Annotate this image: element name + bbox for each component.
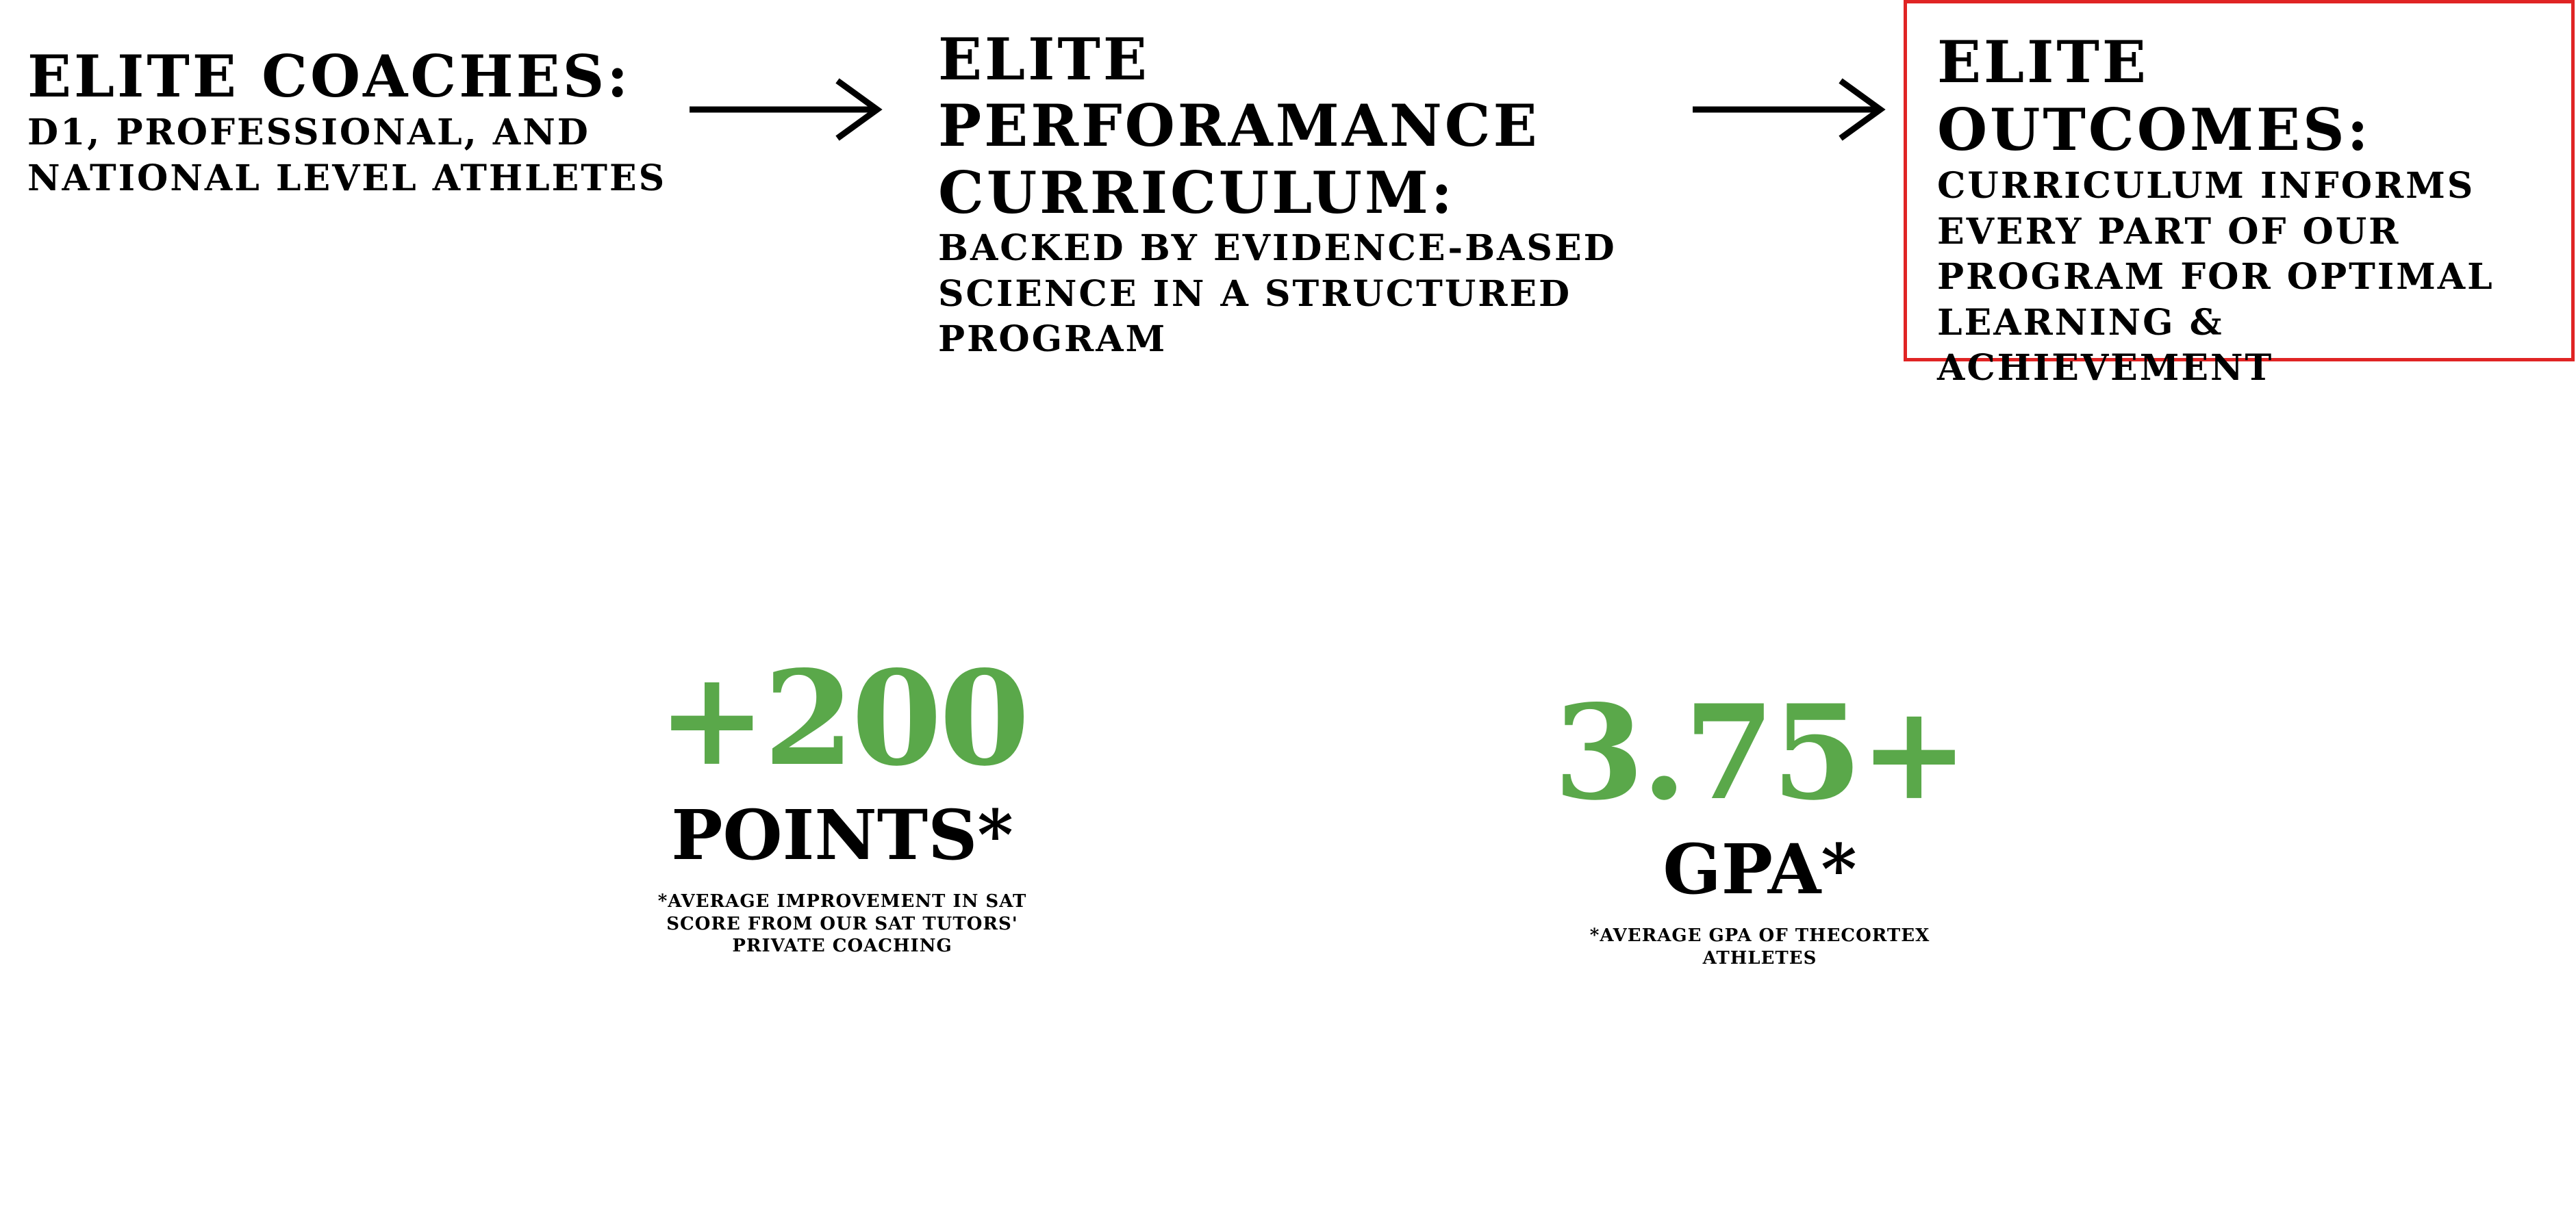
elite-outcomes-section: ELITE OUTCOMES: CURRICULUM INFORMS EVERY… [1904,0,2575,389]
sat-points-value: +200 [657,642,1030,795]
elite-coaches-section: ELITE COACHES: D1, PROFESSIONAL, AND NAT… [27,42,685,201]
arrow-right-icon [1693,78,1886,141]
elite-outcomes-heading: ELITE OUTCOMES: [1937,28,2371,164]
gpa-footnote: *AVERAGE GPA OF THECORTEX ATHLETES [1589,925,1930,969]
elite-curriculum-description: BACKED BY EVIDENCE-BASED SCIENCE IN A ST… [938,227,1617,361]
elite-coaches-description: D1, PROFESSIONAL, AND NATIONAL LEVEL ATH… [27,112,667,199]
sat-points-stat: +200 POINTS* *AVERAGE IMPROVEMENT IN SAT… [603,654,1082,958]
sat-points-footnote: *AVERAGE IMPROVEMENT IN SAT SCORE FROM O… [657,891,1027,956]
gpa-stat: 3.75+ GPA* *AVERAGE GPA OF THECORTEX ATH… [1520,688,1999,969]
elite-coaches-heading: ELITE COACHES: [27,42,631,110]
arrow-right-icon [690,78,883,141]
elite-curriculum-heading: ELITE PERFORAMANCE CURRICULUM: [938,25,1540,227]
elite-curriculum-section: ELITE PERFORAMANCE CURRICULUM: BACKED BY… [938,26,1650,363]
gpa-value: 3.75+ [1554,676,1969,829]
elite-outcomes-description: CURRICULUM INFORMS EVERY PART OF OUR PRO… [1937,165,2495,389]
sat-points-label: POINTS* [671,795,1013,875]
gpa-label: GPA* [1663,829,1857,910]
